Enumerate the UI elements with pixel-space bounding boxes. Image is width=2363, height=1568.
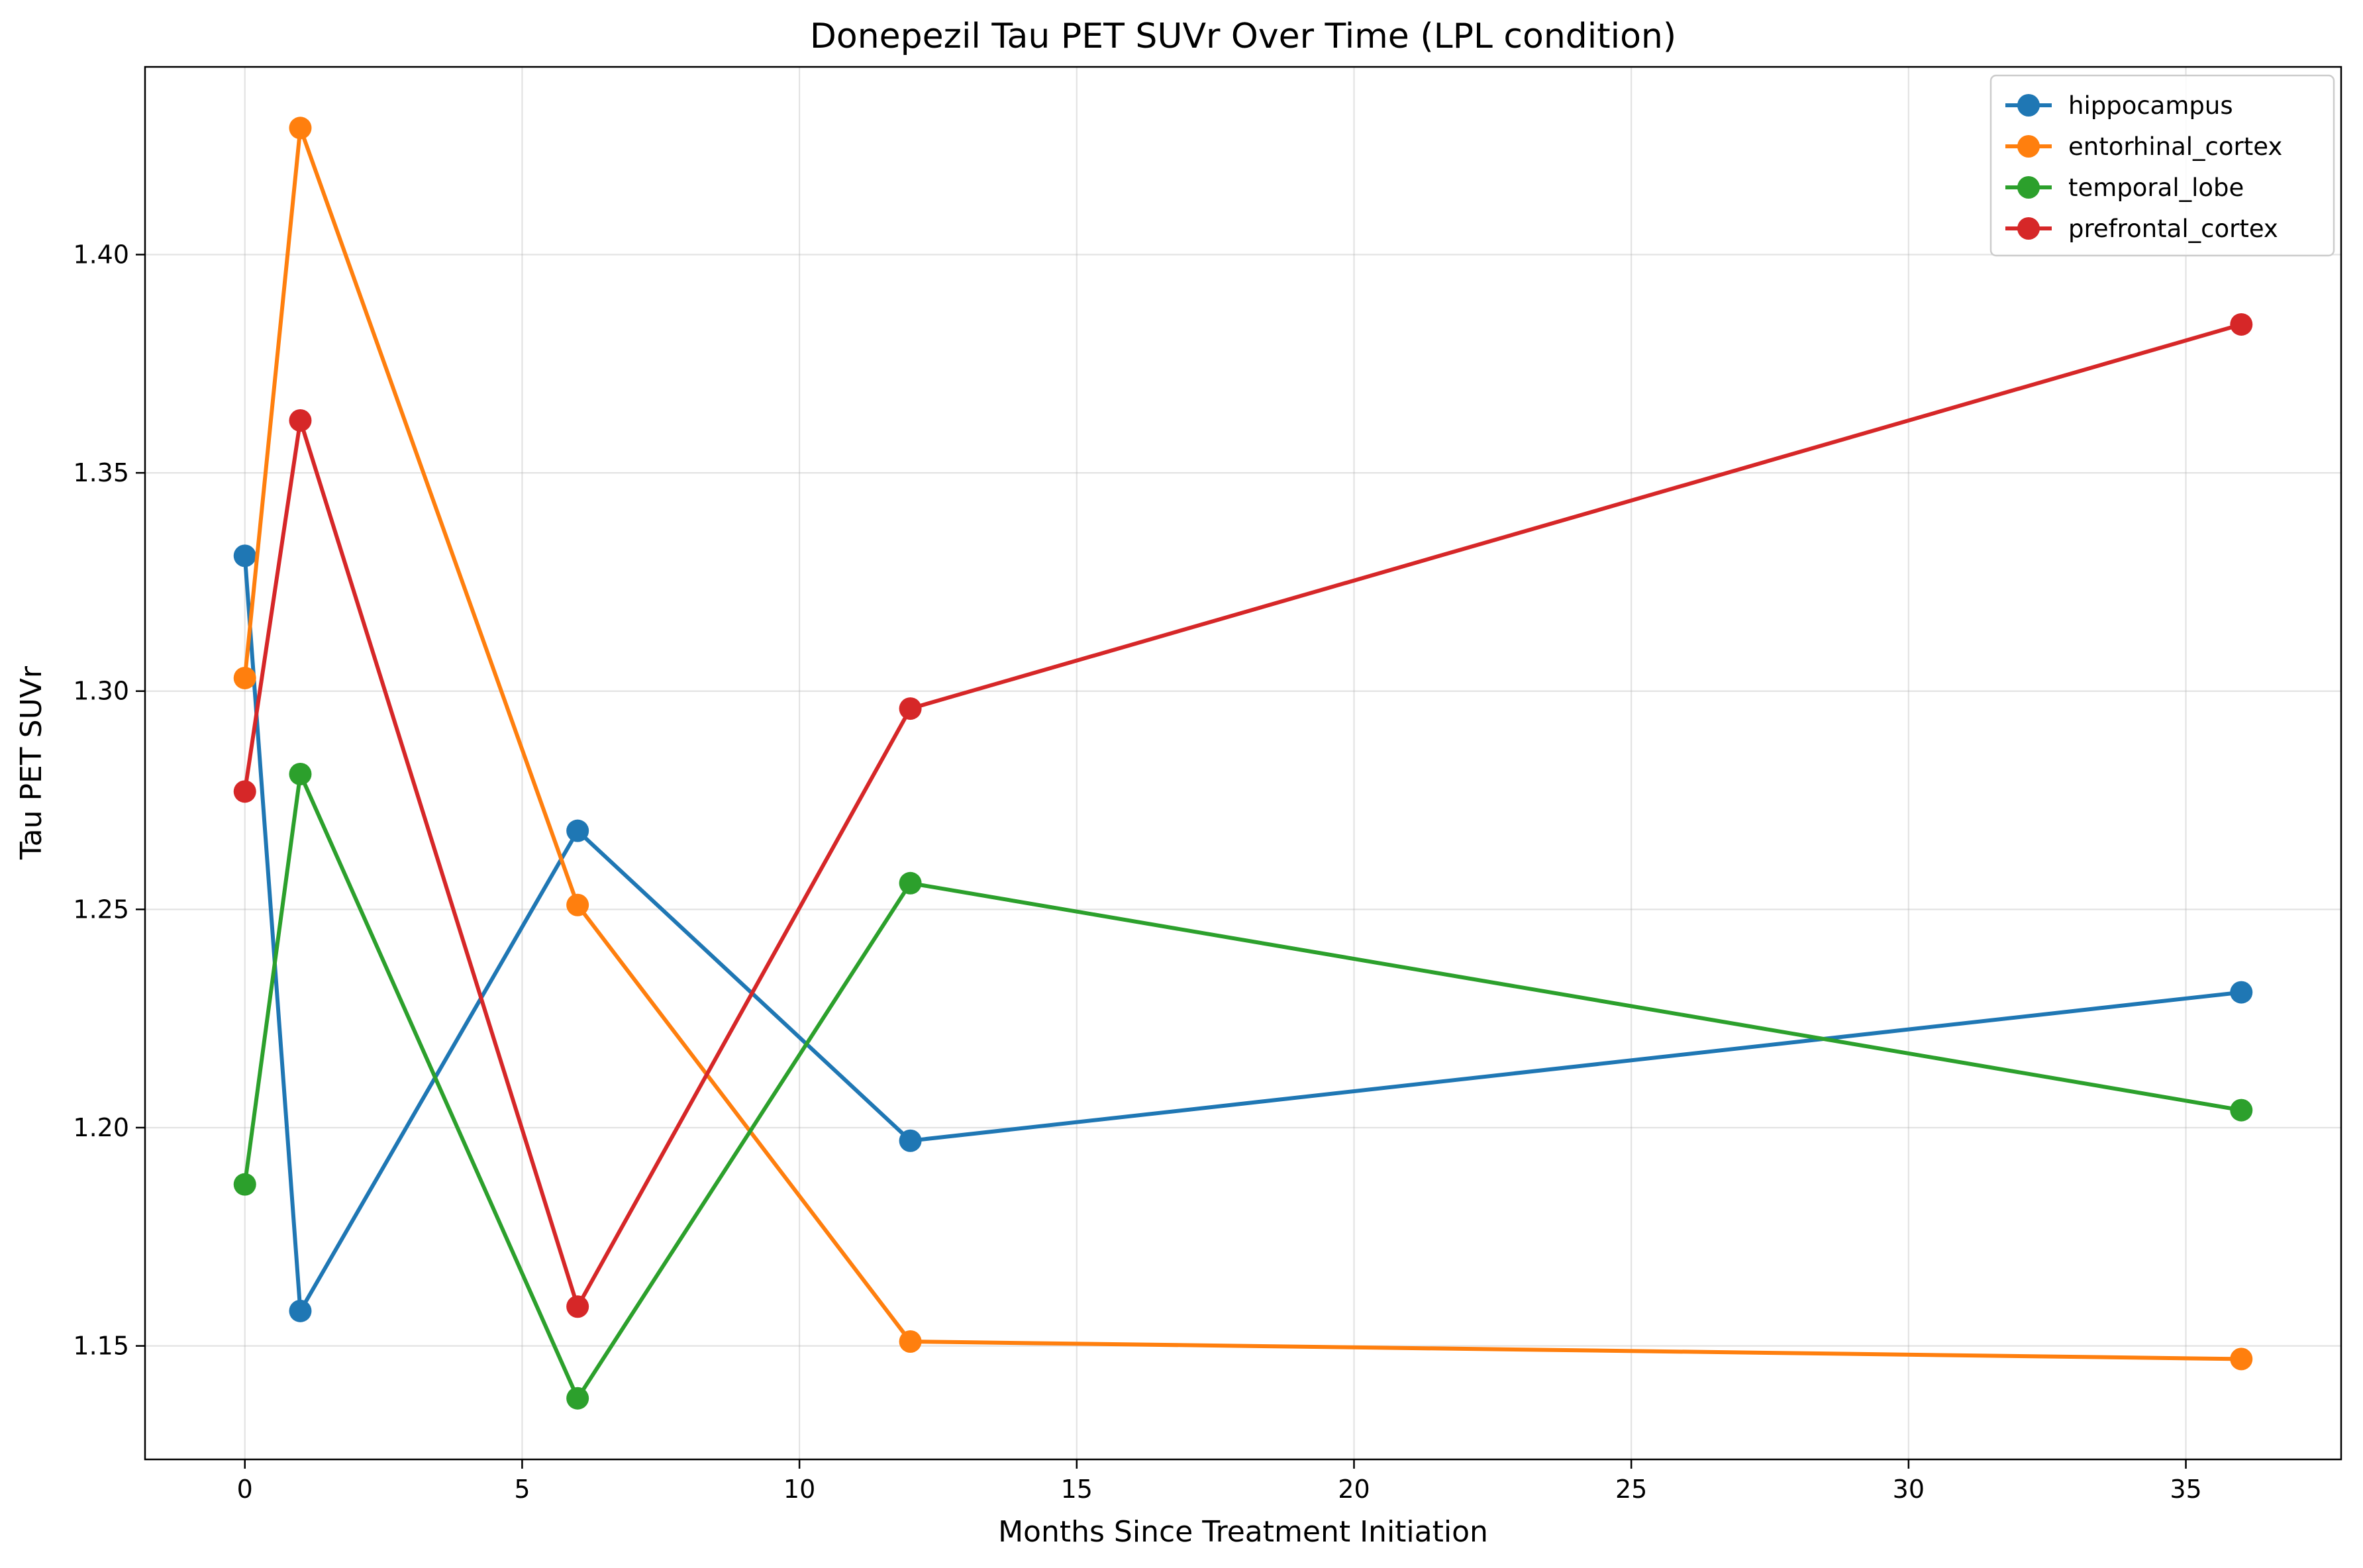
data-point xyxy=(566,1295,589,1318)
y-tick-label: 1.40 xyxy=(73,240,129,269)
legend-label: entorhinal_cortex xyxy=(2068,132,2282,161)
series-line xyxy=(242,126,2244,1361)
data-point xyxy=(289,762,312,785)
data-point xyxy=(2230,1348,2253,1371)
x-axis-label: Months Since Treatment Initiation xyxy=(998,1515,1488,1549)
legend: hippocampus entorhinal_cortex temporal_lob… xyxy=(1989,74,2335,257)
data-point xyxy=(899,697,922,720)
legend-frame xyxy=(1989,74,2335,257)
data-point xyxy=(2230,313,2253,336)
legend-label: hippocampus xyxy=(2068,91,2233,120)
data-point xyxy=(899,871,922,895)
data-point xyxy=(289,1299,312,1322)
data-point xyxy=(289,117,312,140)
data-point xyxy=(233,544,256,567)
data-point xyxy=(289,409,312,432)
series-layer xyxy=(233,117,2253,1410)
data-point xyxy=(566,893,589,916)
data-point xyxy=(2230,981,2253,1004)
x-tick-label: 15 xyxy=(1061,1475,1093,1504)
data-point xyxy=(566,819,589,842)
x-tick-label: 20 xyxy=(1338,1475,1370,1504)
x-tick-label: 35 xyxy=(2170,1475,2201,1504)
y-tick-label: 1.35 xyxy=(73,458,129,487)
series-prefrontal-cortex xyxy=(233,313,2253,1318)
legend-marker xyxy=(2017,94,2040,117)
plot-frame xyxy=(144,66,2342,1461)
legend-item: prefrontal_cortex xyxy=(2005,215,2278,243)
legend-item: entorhinal_cortex xyxy=(2005,132,2282,161)
data-point xyxy=(2230,1099,2253,1122)
data-point xyxy=(233,1173,256,1196)
data-point xyxy=(233,666,256,689)
x-axis: 0 5 10 15 20 25 30 35 xyxy=(237,1459,2202,1504)
y-tick-label: 1.25 xyxy=(73,895,129,924)
legend-label: temporal_lobe xyxy=(2068,173,2244,202)
x-tick-label: 10 xyxy=(783,1475,815,1504)
series-temporal-lobe xyxy=(233,762,2253,1410)
x-tick-label: 0 xyxy=(237,1475,253,1504)
y-axis: 1.15 1.20 1.25 1.30 1.35 1.40 xyxy=(73,240,145,1361)
data-point xyxy=(566,1387,589,1410)
series-line xyxy=(242,772,2244,1400)
series-hippocampus xyxy=(233,544,2253,1322)
legend-marker xyxy=(2017,217,2040,240)
y-tick-label: 1.20 xyxy=(73,1113,129,1142)
legend-item: temporal_lobe xyxy=(2005,173,2244,202)
data-point xyxy=(899,1330,922,1353)
legend-marker xyxy=(2017,176,2040,199)
x-tick-label: 25 xyxy=(1615,1475,1647,1504)
chart-title: Donepezil Tau PET SUVr Over Time (LPL co… xyxy=(810,17,1676,56)
y-axis-label: Tau PET SUVr xyxy=(15,665,48,860)
x-tick-label: 30 xyxy=(1893,1475,1925,1504)
y-tick-label: 1.30 xyxy=(73,677,129,706)
data-point xyxy=(233,780,256,803)
y-tick-label: 1.15 xyxy=(73,1332,129,1361)
legend-item: hippocampus xyxy=(2005,91,2233,120)
grid xyxy=(145,67,2341,1459)
legend-label: prefrontal_cortex xyxy=(2068,215,2278,243)
legend-marker xyxy=(2017,135,2040,158)
x-tick-label: 5 xyxy=(514,1475,530,1504)
data-point xyxy=(899,1129,922,1152)
series-entorhinal-cortex xyxy=(233,117,2253,1371)
